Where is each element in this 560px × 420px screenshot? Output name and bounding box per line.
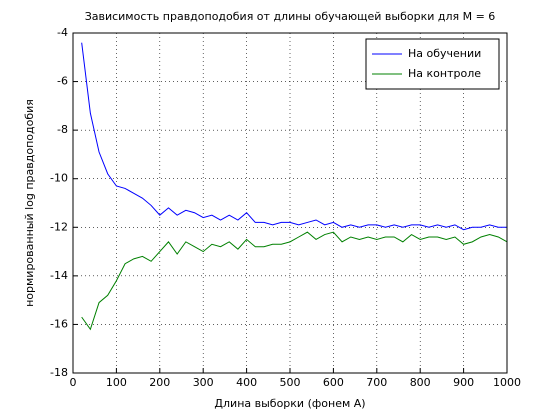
x-tick-label: 600 [323,376,344,389]
y-tick-label: -12 [50,220,68,233]
x-tick-label: 300 [193,376,214,389]
chart-title: Зависимость правдоподобия от длины обуча… [85,10,496,23]
y-tick-label: -16 [50,317,68,330]
x-tick-label: 800 [410,376,431,389]
y-tick-label: -4 [57,26,68,39]
x-axis-label: Длина выборки (фонем A) [214,397,365,410]
x-tick-label: 700 [366,376,387,389]
line-series [81,42,507,231]
y-tick-label: -10 [50,172,68,185]
y-tick-label: -6 [57,75,68,88]
x-tick-label: 1000 [493,376,521,389]
x-tick-label: 400 [236,376,257,389]
x-tick-label: 500 [280,376,301,389]
legend-label: На контроле [408,67,481,80]
y-tick-label: -8 [57,123,68,136]
y-tick-label: -18 [50,366,68,379]
axes-box [72,32,508,374]
line-series [81,231,508,331]
y-axis-label: нормированный log правдоподобия [23,99,36,307]
x-tick-label: 0 [70,376,77,389]
y-tick-label: -14 [50,269,68,282]
legend-box [365,38,500,90]
x-tick-label: 200 [149,376,170,389]
x-tick-label: 100 [106,376,127,389]
x-tick-label: 900 [453,376,474,389]
legend-label: На обучении [408,47,481,60]
